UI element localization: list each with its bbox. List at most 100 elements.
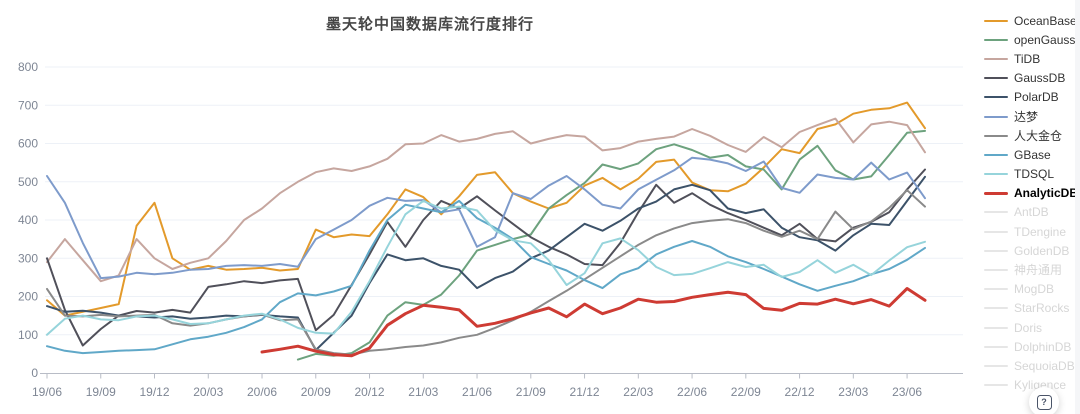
x-axis-tick-label: 21/03 xyxy=(408,385,438,399)
legend-label: 人大金仓 xyxy=(1014,128,1063,143)
help-button[interactable]: ? xyxy=(1029,387,1059,414)
legend-item-AnalyticDB[interactable]: AnalyticDB xyxy=(984,184,1078,203)
legend-item-神舟通用[interactable]: 神舟通用 xyxy=(984,260,1078,279)
legend-line-swatch xyxy=(984,96,1008,99)
series-line-openGauss[interactable] xyxy=(296,129,926,361)
legend-line-swatch xyxy=(984,269,1008,272)
x-axis-tick-label: 19/12 xyxy=(139,385,169,399)
x-axis-tick-label: 23/06 xyxy=(892,385,922,399)
y-axis-tick-label: 0 xyxy=(31,366,38,380)
legend-label: TDengine xyxy=(1014,224,1067,239)
chart-title: 墨天轮中国数据库流行度排行 xyxy=(325,16,534,33)
legend-line-swatch xyxy=(984,384,1008,387)
x-axis-tick-label: 20/03 xyxy=(193,385,223,399)
legend-line-swatch xyxy=(984,191,1008,195)
legend-item-人大金仓[interactable]: 人大金仓 xyxy=(984,126,1078,145)
legend-label: GaussDB xyxy=(1014,71,1066,86)
y-axis-tick-label: 600 xyxy=(18,137,38,151)
legend-label: AnalyticDB xyxy=(1014,186,1079,201)
x-axis-tick-label: 21/09 xyxy=(516,385,546,399)
y-axis-tick-label: 100 xyxy=(18,328,38,342)
legend-item-StarRocks[interactable]: StarRocks xyxy=(984,299,1078,318)
legend-label: 达梦 xyxy=(1014,109,1039,124)
legend-item-AntDB[interactable]: AntDB xyxy=(984,203,1078,222)
legend-item-TDSQL[interactable]: TDSQL xyxy=(984,165,1078,184)
legend-item-Kyligence[interactable]: Kyligence xyxy=(984,376,1078,395)
series-line-达梦[interactable] xyxy=(46,156,926,280)
legend-label: Doris xyxy=(1014,320,1043,335)
x-axis-tick-label: 22/09 xyxy=(731,385,761,399)
legend-line-swatch xyxy=(984,288,1008,291)
y-axis-tick-label: 200 xyxy=(18,290,38,304)
legend-item-Doris[interactable]: Doris xyxy=(984,318,1078,337)
question-mark-icon: ? xyxy=(1036,394,1052,410)
legend-label: GBase xyxy=(1014,147,1051,162)
legend-line-swatch xyxy=(984,38,1008,41)
legend-line-swatch xyxy=(984,173,1008,176)
legend-line-swatch xyxy=(984,211,1008,214)
legend-item-PolarDB[interactable]: PolarDB xyxy=(984,88,1078,107)
legend-label: AntDB xyxy=(1014,205,1049,220)
y-axis-tick-label: 500 xyxy=(18,175,38,189)
legend-label: PolarDB xyxy=(1014,90,1059,105)
legend-label: openGauss xyxy=(1014,32,1076,47)
legend-item-TDengine[interactable]: TDengine xyxy=(984,222,1078,241)
legend-line-swatch xyxy=(984,19,1008,22)
legend-label: DolphinDB xyxy=(1014,339,1072,354)
legend-item-OceanBase[interactable]: OceanBase xyxy=(984,11,1078,30)
legend-label: TDSQL xyxy=(1014,167,1055,182)
x-axis-tick-label: 23/03 xyxy=(838,385,868,399)
page-right-edge xyxy=(1075,0,1080,414)
legend-line-swatch xyxy=(984,115,1008,118)
chart-legend: OceanBase openGauss TiDB GaussDB PolarDB 达梦人大… xyxy=(984,11,1078,395)
x-axis-tick-label: 21/06 xyxy=(462,385,492,399)
legend-line-swatch xyxy=(984,57,1008,60)
x-axis-tick-label: 22/12 xyxy=(785,385,815,399)
line-chart-plot[interactable]: 0 100 200 300 400 500 600 700 800 19/06 19/09 19/12… xyxy=(0,0,978,414)
series-line-AnalyticDB[interactable] xyxy=(260,287,927,358)
legend-label: SequoiaDB xyxy=(1014,358,1075,373)
legend-item-openGauss[interactable]: openGauss xyxy=(984,30,1078,49)
legend-line-swatch xyxy=(984,345,1008,348)
legend-item-DolphinDB[interactable]: DolphinDB xyxy=(984,337,1078,356)
series-line-TiDB[interactable] xyxy=(46,117,926,283)
legend-label: OceanBase xyxy=(1014,13,1077,28)
series-line-TDSQL[interactable] xyxy=(46,199,926,336)
legend-item-TiDB[interactable]: TiDB xyxy=(984,49,1078,68)
legend-item-GBase[interactable]: GBase xyxy=(984,145,1078,164)
x-axis-tick-label: 22/06 xyxy=(677,385,707,399)
legend-item-SequoiaDB[interactable]: SequoiaDB xyxy=(984,356,1078,375)
series-line-GaussDB[interactable] xyxy=(46,168,926,347)
legend-line-swatch xyxy=(984,77,1008,80)
x-axis-tick-label: 19/06 xyxy=(32,385,62,399)
legend-label: TiDB xyxy=(1014,51,1041,66)
legend-line-swatch xyxy=(984,153,1008,156)
series-line-PolarDB[interactable] xyxy=(46,175,926,352)
y-axis-tick-label: 800 xyxy=(18,60,38,74)
legend-item-MogDB[interactable]: MogDB xyxy=(984,280,1078,299)
legend-item-GaussDB[interactable]: GaussDB xyxy=(984,69,1078,88)
y-axis-tick-label: 400 xyxy=(18,213,38,227)
legend-label: 神舟通用 xyxy=(1014,263,1063,278)
x-axis-tick-label: 20/09 xyxy=(301,385,331,399)
legend-label: GoldenDB xyxy=(1014,243,1070,258)
legend-item-GoldenDB[interactable]: GoldenDB xyxy=(984,241,1078,260)
legend-line-swatch xyxy=(984,230,1008,233)
legend-line-swatch xyxy=(984,134,1008,137)
series-line-GBase[interactable] xyxy=(46,199,926,355)
legend-label: Kyligence xyxy=(1014,378,1067,393)
x-axis-tick-label: 19/09 xyxy=(86,385,116,399)
legend-line-swatch xyxy=(984,249,1008,252)
x-axis-tick-label: 20/12 xyxy=(355,385,385,399)
legend-line-swatch xyxy=(984,364,1008,367)
x-axis-tick-label: 22/03 xyxy=(623,385,653,399)
legend-line-swatch xyxy=(984,326,1008,329)
y-axis-tick-label: 300 xyxy=(18,251,38,265)
x-axis-tick-label: 21/12 xyxy=(570,385,600,399)
legend-label: MogDB xyxy=(1014,282,1055,297)
y-axis-tick-label: 700 xyxy=(18,98,38,112)
legend-item-达梦[interactable]: 达梦 xyxy=(984,107,1078,126)
x-axis-tick-label: 20/06 xyxy=(247,385,277,399)
series-line-人大金仓[interactable] xyxy=(46,189,926,356)
